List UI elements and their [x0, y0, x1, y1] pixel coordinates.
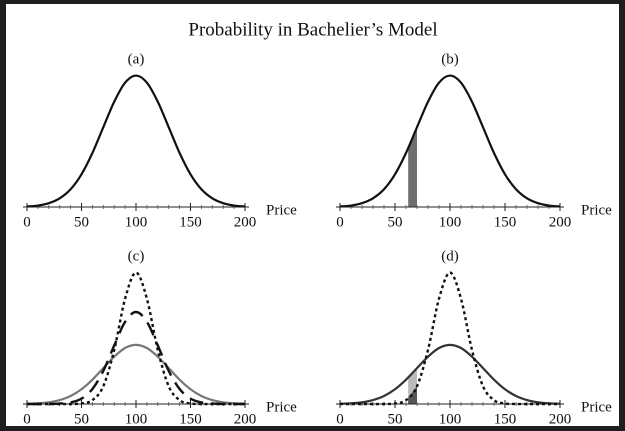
x-axis-label: Price	[581, 399, 612, 415]
x-tick-label: 100	[439, 411, 462, 427]
curve	[26, 74, 246, 208]
curve	[339, 343, 561, 405]
x-tick-label: 150	[179, 214, 202, 230]
panel-label: (d)	[441, 248, 459, 264]
canvas	[6, 4, 619, 426]
x-axis-label: Price	[266, 399, 297, 415]
shaded-band	[408, 127, 417, 207]
x-tick-label: 100	[125, 411, 148, 427]
panel-label: (b)	[441, 51, 459, 67]
x-tick-label: 200	[549, 411, 572, 427]
x-tick-label: 150	[494, 411, 517, 427]
x-tick-label: 150	[179, 411, 202, 427]
x-axis-label: Price	[581, 202, 612, 218]
x-tick-label: 200	[234, 411, 257, 427]
x-tick-label: 200	[234, 214, 257, 230]
x-tick-label: 50	[74, 411, 89, 427]
figure-title: Probability in Bachelier’s Model	[188, 19, 437, 40]
curve	[339, 271, 560, 406]
x-tick-label: 0	[23, 411, 31, 427]
x-tick-label: 50	[388, 411, 403, 427]
curve	[26, 310, 245, 406]
x-tick-label: 0	[336, 411, 344, 427]
x-tick-label: 150	[494, 214, 517, 230]
x-tick-label: 200	[549, 214, 572, 230]
curve	[339, 74, 561, 208]
x-tick-label: 0	[23, 214, 31, 230]
x-axis-label: Price	[266, 202, 297, 218]
x-tick-label: 100	[439, 214, 462, 230]
panel-label: (c)	[128, 248, 145, 264]
x-tick-label: 100	[125, 214, 148, 230]
x-tick-label: 0	[336, 214, 344, 230]
x-tick-label: 50	[74, 214, 89, 230]
x-tick-label: 50	[388, 214, 403, 230]
panel-label: (a)	[128, 51, 145, 67]
curve	[26, 343, 246, 405]
